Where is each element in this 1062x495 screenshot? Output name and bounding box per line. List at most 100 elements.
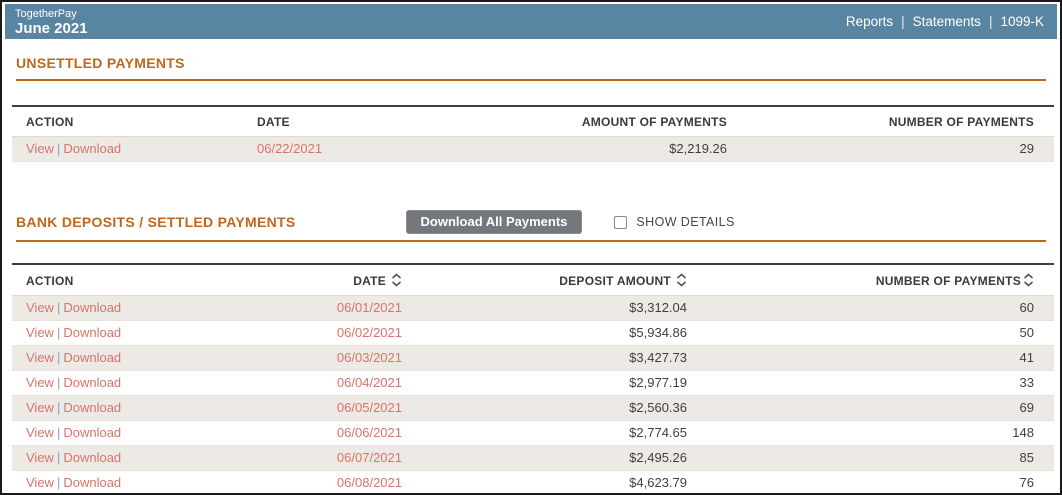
download-link[interactable]: Download [63, 300, 122, 315]
view-link[interactable]: View [26, 475, 54, 490]
show-details-control: SHOW DETAILS [614, 215, 734, 229]
date-cell: 06/06/2021 [336, 425, 402, 440]
nav-reports[interactable]: Reports [845, 14, 894, 29]
unsettled-header-row: ACTION DATE AMOUNT OF PAYMENTS NUMBER OF… [12, 105, 1054, 137]
col-header-deposit-label: DEPOSIT AMOUNT [559, 274, 671, 288]
action-cell: View | Download [12, 371, 257, 396]
count-cell: 60 [1019, 300, 1034, 315]
action-separator: | [56, 141, 61, 156]
download-link[interactable]: Download [63, 425, 122, 440]
nav-statements[interactable]: Statements [912, 14, 981, 29]
unsettled-title-row: UNSETTLED PAYMENTS [16, 39, 1046, 81]
col-header-count-sort[interactable]: NUMBER OF PAYMENTS [687, 263, 1054, 296]
settled-section: BANK DEPOSITS / SETTLED PAYMENTS Downloa… [2, 162, 1060, 494]
action-separator: | [56, 475, 61, 490]
table-row: View | Download 06/01/2021 $3,312.04 60 [12, 295, 1054, 321]
action-cell: View | Download [12, 446, 257, 471]
download-link[interactable]: Download [63, 350, 122, 365]
action-separator: | [56, 450, 61, 465]
settled-title-row: BANK DEPOSITS / SETTLED PAYMENTS Downloa… [16, 162, 1046, 242]
table-row: View | Download 06/02/2021 $5,934.86 50 [12, 321, 1054, 346]
count-cell: 50 [1019, 325, 1034, 340]
download-link[interactable]: Download [63, 400, 122, 415]
count-cell: 76 [1019, 475, 1034, 490]
amount-cell: $3,427.73 [629, 350, 687, 365]
view-link[interactable]: View [26, 350, 54, 365]
sort-icon [677, 273, 686, 287]
action-separator: | [56, 375, 61, 390]
action-separator: | [56, 300, 61, 315]
count-cell: 29 [1019, 141, 1034, 156]
view-link[interactable]: View [26, 325, 54, 340]
download-all-payments-button[interactable]: Download All Payments [405, 210, 583, 234]
amount-cell: $2,977.19 [629, 375, 687, 390]
date-cell: 06/02/2021 [336, 325, 402, 340]
date-cell: 06/07/2021 [336, 450, 402, 465]
view-link[interactable]: View [26, 300, 54, 315]
col-header-action: ACTION [12, 105, 257, 137]
download-link[interactable]: Download [63, 375, 122, 390]
view-link[interactable]: View [26, 425, 54, 440]
col-header-deposit-sort[interactable]: DEPOSIT AMOUNT [402, 263, 687, 296]
count-cell: 41 [1019, 350, 1034, 365]
amount-cell: $2,560.36 [629, 400, 687, 415]
date-cell: 06/05/2021 [336, 400, 402, 415]
settled-title: BANK DEPOSITS / SETTLED PAYMENTS [16, 214, 296, 230]
unsettled-section: UNSETTLED PAYMENTS ACTION DATE AMOUNT OF… [2, 39, 1060, 162]
action-cell: View | Download [12, 346, 257, 371]
date-cell: 06/08/2021 [336, 475, 402, 490]
action-cell: View | Download [12, 396, 257, 421]
action-cell: View | Download [12, 421, 257, 446]
action-separator: | [56, 325, 61, 340]
view-link[interactable]: View [26, 400, 54, 415]
action-cell: View | Download [12, 471, 257, 494]
count-cell: 85 [1019, 450, 1034, 465]
settled-table-body: View | Download 06/01/2021 $3,312.04 60 Vi… [12, 295, 1054, 494]
settled-header-row: ACTION DATE DEPOSIT AMOUNT NUMBER OF PAY… [12, 263, 1054, 296]
brand: TogetherPay June 2021 [15, 4, 88, 39]
nav-separator: | [988, 14, 993, 29]
download-link[interactable]: Download [63, 141, 122, 156]
col-header-count: NUMBER OF PAYMENTS [727, 105, 1054, 137]
show-details-checkbox[interactable] [614, 215, 628, 229]
col-header-amount: AMOUNT OF PAYMENTS [527, 105, 727, 137]
view-link[interactable]: View [26, 450, 54, 465]
action-separator: | [56, 350, 61, 365]
action-cell: View | Download [12, 321, 257, 346]
col-header-count-label: NUMBER OF PAYMENTS [875, 274, 1021, 288]
download-link[interactable]: Download [63, 450, 122, 465]
table-row: View | Download 06/07/2021 $2,495.26 85 [12, 445, 1054, 471]
top-nav: Reports | Statements | 1099-K [846, 4, 1044, 39]
table-row: View | Download 06/04/2021 $2,977.19 33 [12, 371, 1054, 396]
top-bar: TogetherPay June 2021 Reports | Statemen… [5, 4, 1057, 39]
count-cell: 69 [1019, 400, 1034, 415]
download-link[interactable]: Download [63, 475, 122, 490]
table-row: View | Download 06/03/2021 $3,427.73 41 [12, 345, 1054, 371]
action-separator: | [56, 425, 61, 440]
amount-cell: $3,312.04 [629, 300, 687, 315]
col-header-date-sort[interactable]: DATE [257, 263, 402, 296]
nav-1099k[interactable]: 1099-K [1000, 14, 1044, 29]
table-row: View | Download 06/05/2021 $2,560.36 69 [12, 395, 1054, 421]
view-link[interactable]: View [26, 375, 54, 390]
unsettled-title: UNSETTLED PAYMENTS [16, 55, 185, 71]
col-header-action: ACTION [12, 263, 257, 296]
table-row: View | Download 06/08/2021 $4,623.79 76 [12, 471, 1054, 494]
date-cell: 06/04/2021 [336, 375, 402, 390]
col-header-date-label: DATE [353, 274, 386, 288]
action-separator: | [56, 400, 61, 415]
download-link[interactable]: Download [63, 325, 122, 340]
amount-cell: $2,495.26 [629, 450, 687, 465]
date-cell: 06/03/2021 [336, 350, 402, 365]
amount-cell: $2,219.26 [669, 141, 727, 156]
show-details-label: SHOW DETAILS [636, 215, 735, 229]
settled-table: ACTION DATE DEPOSIT AMOUNT NUMBER OF PAY… [12, 263, 1054, 494]
period-title: June 2021 [15, 20, 88, 37]
view-link[interactable]: View [26, 141, 54, 156]
sort-icon [392, 273, 401, 287]
date-cell: 06/01/2021 [336, 300, 402, 315]
amount-cell: $2,774.65 [629, 425, 687, 440]
nav-separator: | [901, 14, 905, 29]
sort-icon [1024, 273, 1033, 287]
